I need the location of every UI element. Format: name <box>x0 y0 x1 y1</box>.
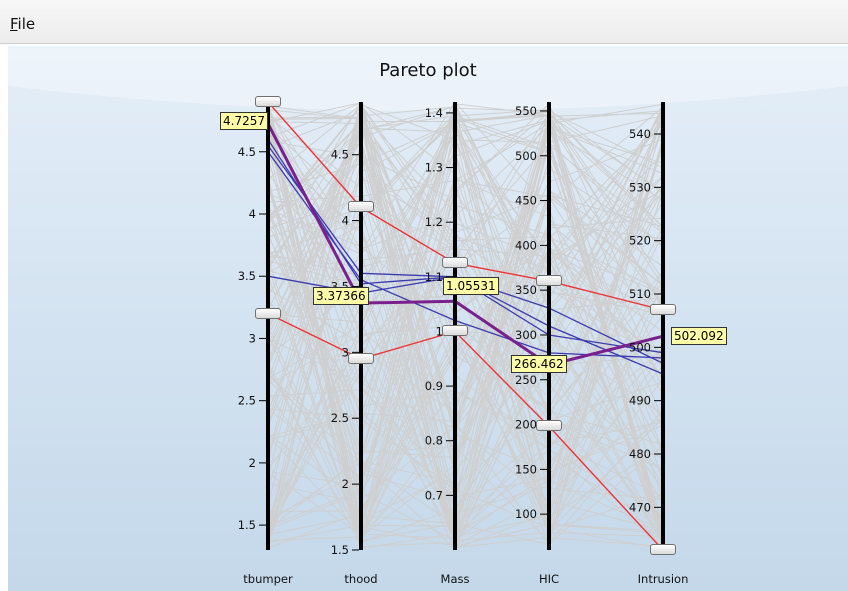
range-handle-tbumper-low[interactable] <box>255 307 281 319</box>
value-label-thood: 3.37366 <box>313 287 369 306</box>
value-label-HIC: 266.462 <box>511 355 567 373</box>
tick-label-thood-0: 1.5 <box>331 543 349 557</box>
tick-label-tbumper-2: 2.5 <box>238 394 256 408</box>
tick-label-Intrusion-6: 530 <box>629 180 651 194</box>
tick-label-Mass-3: 1 <box>436 324 443 338</box>
range-handle-Mass-high[interactable] <box>442 257 468 269</box>
file-menu[interactable]: File <box>10 15 35 33</box>
range-handle-Mass-low[interactable] <box>442 325 468 337</box>
menu-bar: File <box>0 0 848 44</box>
tick-label-Mass-6: 1.3 <box>425 161 443 175</box>
tick-label-tbumper-3: 3 <box>249 331 256 345</box>
tick-label-Intrusion-4: 510 <box>629 287 651 301</box>
range-handle-thood-low[interactable] <box>348 352 374 364</box>
tick-label-Mass-4: 1.1 <box>425 270 443 284</box>
tick-label-HIC-8: 500 <box>515 149 537 163</box>
axis-label-tbumper: tbumper <box>243 572 293 586</box>
background-highlight <box>8 46 848 111</box>
tick-label-Mass-1: 0.8 <box>425 434 443 448</box>
tick-label-thood-1: 2 <box>342 477 349 491</box>
tick-label-Intrusion-3: 500 <box>629 340 651 354</box>
tick-label-Intrusion-7: 540 <box>629 127 651 141</box>
file-menu-mnemonic: F <box>10 15 18 33</box>
value-label-tbumper: 4.7257 <box>220 111 268 130</box>
range-handle-HIC-low[interactable] <box>536 420 562 432</box>
tick-label-HIC-2: 200 <box>515 418 537 432</box>
tick-label-thood-6: 4.5 <box>331 148 349 162</box>
tick-label-tbumper-1: 2 <box>249 456 256 470</box>
axis-label-Mass: Mass <box>441 572 470 586</box>
range-handle-HIC-high[interactable] <box>536 275 562 287</box>
tick-label-thood-2: 2.5 <box>331 411 349 425</box>
tick-label-HIC-5: 350 <box>515 283 537 297</box>
chart-svg: Pareto plot 1.5 2 2.5 3 3.5 4 4.5 tbumper 1.5 2 2.5… <box>8 46 848 591</box>
tick-label-thood-3: 3 <box>342 345 349 359</box>
tick-label-tbumper-5: 4 <box>249 207 256 221</box>
tick-label-Mass-2: 0.9 <box>425 379 443 393</box>
range-handle-Intrusion-high[interactable] <box>650 304 676 315</box>
tick-label-Mass-0: 0.7 <box>425 488 443 502</box>
pareto-plot[interactable]: Pareto plot 1.5 2 2.5 3 3.5 4 4.5 tbumper 1.5 2 2.5… <box>8 46 848 591</box>
value-label-Mass: 1.05531 <box>443 277 499 296</box>
tick-label-HIC-1: 150 <box>515 462 537 476</box>
tick-label-tbumper-6: 4.5 <box>238 145 256 159</box>
tick-label-HIC-7: 450 <box>515 194 537 208</box>
tick-label-tbumper-4: 3.5 <box>238 269 256 283</box>
axis-label-thood: thood <box>344 572 377 586</box>
tick-label-thood-5: 4 <box>342 214 349 228</box>
value-label-Intrusion: 502.092 <box>671 327 727 346</box>
tick-label-tbumper-0: 1.5 <box>238 518 256 532</box>
tick-label-Intrusion-1: 480 <box>629 447 651 461</box>
tick-label-HIC-0: 100 <box>515 507 537 521</box>
range-handle-tbumper-high[interactable] <box>255 96 281 107</box>
axis-label-HIC: HIC <box>539 572 559 586</box>
tick-label-HIC-3: 250 <box>515 373 537 387</box>
tick-label-Mass-5: 1.2 <box>425 215 443 229</box>
range-handle-Intrusion-low[interactable] <box>650 544 676 555</box>
tick-label-Intrusion-0: 470 <box>629 500 651 514</box>
tick-label-HIC-4: 300 <box>515 328 537 342</box>
file-menu-rest: ile <box>17 15 36 33</box>
chart-title: Pareto plot <box>379 60 476 81</box>
tick-label-Intrusion-2: 490 <box>629 394 651 408</box>
tick-label-HIC-6: 400 <box>515 238 537 252</box>
tick-label-HIC-9: 550 <box>515 104 537 118</box>
range-handle-thood-high[interactable] <box>348 201 374 213</box>
axis-label-Intrusion: Intrusion <box>638 572 689 586</box>
plot-background <box>8 46 848 591</box>
tick-label-Mass-7: 1.4 <box>425 106 443 120</box>
tick-label-Intrusion-5: 520 <box>629 234 651 248</box>
